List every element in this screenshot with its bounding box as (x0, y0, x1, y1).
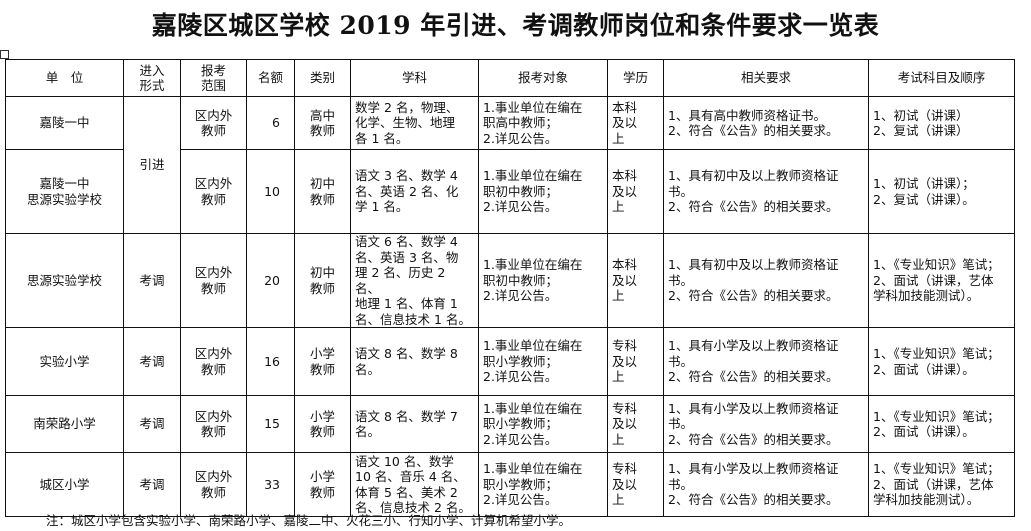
table-row: 嘉陵一中 思源实验学校 区内外 教师 10 初中 教师 语文 3 名、数学 4 … (5, 149, 1015, 234)
cell-subjects: 语文 3 名、数学 4 名、英语 2 名、化 学 1 名。 (350, 149, 479, 234)
cell-quota: 15 (246, 395, 295, 453)
cell-requirements: 1、具有小学及以上教师资格证 书。 2、符合《公告》的相关要求。 (663, 452, 869, 517)
cell-subjects: 语文 10 名、数学 10 名、音乐 4 名、 体育 5 名、美术 2 名、信息… (350, 452, 479, 517)
cell-category: 高中 教师 (294, 96, 351, 150)
header-entry: 进入 形式 (123, 59, 181, 97)
cell-education: 本科 及以 上 (607, 96, 664, 150)
table-header-row: 单 位 进入 形式 报考 范围 名额 类别 学科 报考对象 学历 相关要求 考试… (5, 59, 1015, 97)
cell-category: 初中 教师 (294, 149, 351, 234)
cell-exam: 1、《专业知识》笔试； 2、面试（讲课）。 (868, 327, 1015, 396)
cell-entry: 考调 (123, 452, 181, 517)
cell-subjects: 语文 8 名、数学 7 名。 (350, 395, 479, 453)
cell-requirements: 1、具有高中教师资格证书。 2、符合《公告》的相关要求。 (663, 96, 869, 150)
header-scope: 报考 范围 (180, 59, 247, 97)
cell-exam: 1、《专业知识》笔试； 2、面试（讲课）。 (868, 395, 1015, 453)
cell-category: 小学 教师 (294, 395, 351, 453)
cell-entry: 考调 (123, 327, 181, 396)
cell-scope: 区内外 教师 (180, 327, 247, 396)
cell-scope: 区内外 教师 (180, 452, 247, 517)
cell-exam: 1、《专业知识》笔试； 2、面试（讲课，艺体 学科加技能测试）。 (868, 233, 1015, 328)
header-subjects: 学科 (350, 59, 479, 97)
cell-unit: 南荣路小学 (5, 395, 124, 453)
cell-unit: 实验小学 (5, 327, 124, 396)
cell-unit: 嘉陵一中 思源实验学校 (5, 149, 124, 234)
cell-education: 专科 及以 上 (607, 327, 664, 396)
cell-requirements: 1、具有初中及以上教师资格证 书。 2、符合《公告》的相关要求。 (663, 149, 869, 234)
table-row: 思源实验学校 考调 区内外 教师 20 初中 教师 语文 6 名、数学 4 名、… (5, 233, 1015, 328)
cell-applicants: 1.事业单位在编在 职初中教师； 2.详见公告。 (478, 149, 608, 234)
cell-quota: 10 (246, 149, 295, 234)
table-anchor-handle[interactable] (0, 50, 9, 59)
cell-exam: 1、《专业知识》笔试； 2、面试（讲课，艺体 学科加技能测试）。 (868, 452, 1015, 517)
cell-category: 小学 教师 (294, 327, 351, 396)
header-category: 类别 (294, 59, 351, 97)
cell-scope: 区内外 教师 (180, 149, 247, 234)
cell-entry: 考调 (123, 233, 181, 328)
document-title: 嘉陵区城区学校 2019 年引进、考调教师岗位和条件要求一览表 (151, 11, 880, 40)
cell-unit: 嘉陵一中 (5, 96, 124, 150)
header-education: 学历 (607, 59, 664, 97)
cell-entry: 引进 (123, 96, 181, 234)
cell-subjects: 语文 8 名、数学 8 名。 (350, 327, 479, 396)
cell-applicants: 1.事业单位在编在 职小学教师； 2.详见公告。 (478, 327, 608, 396)
cell-applicants: 1.事业单位在编在 职初中教师； 2.详见公告。 (478, 233, 608, 328)
table-row: 南荣路小学 考调 区内外 教师 15 小学 教师 语文 8 名、数学 7 名。 … (5, 395, 1015, 453)
cell-quota: 33 (246, 452, 295, 517)
cell-scope: 区内外 教师 (180, 395, 247, 453)
cell-category: 初中 教师 (294, 233, 351, 328)
header-requirements: 相关要求 (663, 59, 869, 97)
cell-requirements: 1、具有小学及以上教师资格证 书。 2、符合《公告》的相关要求。 (663, 327, 869, 396)
cell-unit: 城区小学 (5, 452, 124, 517)
cell-education: 专科 及以 上 (607, 395, 664, 453)
cell-education: 专科 及以 上 (607, 452, 664, 517)
cell-applicants: 1.事业单位在编在 职高中教师； 2.详见公告。 (478, 96, 608, 150)
header-exam: 考试科目及顺序 (868, 59, 1015, 97)
header-applicants: 报考对象 (478, 59, 608, 97)
header-quota: 名额 (246, 59, 295, 97)
cell-subjects: 语文 6 名、数学 4 名、英语 3 名、物 理 2 名、历史 2 名、 地理 … (350, 233, 479, 328)
cell-subjects: 数学 2 名，物理、 化学、生物、地理 各 1 名。 (350, 96, 479, 150)
cell-unit: 思源实验学校 (5, 233, 124, 328)
cell-applicants: 1.事业单位在编在 职小学教师； 2.详见公告。 (478, 395, 608, 453)
footnote: 注：城区小学包含实验小学、南荣路小学、嘉陵二中、火花三小、行知小学、计算机希望小… (46, 513, 572, 528)
header-unit: 单 位 (5, 59, 124, 97)
cell-education: 本科 及以 上 (607, 233, 664, 328)
cell-education: 本科 及以 上 (607, 149, 664, 234)
cell-applicants: 1.事业单位在编在 职小学教师； 2.详见公告。 (478, 452, 608, 517)
table-row: 实验小学 考调 区内外 教师 16 小学 教师 语文 8 名、数学 8 名。 1… (5, 327, 1015, 396)
table-row: 嘉陵一中 引进 区内外 教师 6 高中 教师 数学 2 名，物理、 化学、生物、… (5, 96, 1015, 234)
positions-table: 单 位 进入 形式 报考 范围 名额 类别 学科 报考对象 学历 相关要求 考试… (5, 59, 1015, 517)
cell-entry: 考调 (123, 395, 181, 453)
cell-category: 小学 教师 (294, 452, 351, 517)
cell-requirements: 1、具有初中及以上教师资格证 书。 2、符合《公告》的相关要求。 (663, 233, 869, 328)
cell-exam: 1、初试（讲课） 2、复试（讲课） (868, 96, 1015, 150)
cell-quota: 20 (246, 233, 295, 328)
cell-quota: 6 (246, 96, 295, 150)
cell-scope: 区内外 教师 (180, 233, 247, 328)
cell-quota: 16 (246, 327, 295, 396)
cell-exam: 1、初试（讲课）； 2、复试（讲课）。 (868, 149, 1015, 234)
cell-scope: 区内外 教师 (180, 96, 247, 150)
table-row: 城区小学 考调 区内外 教师 33 小学 教师 语文 10 名、数学 10 名、… (5, 452, 1015, 517)
cell-requirements: 1、具有小学及以上教师资格证 书。 2、符合《公告》的相关要求。 (663, 395, 869, 453)
